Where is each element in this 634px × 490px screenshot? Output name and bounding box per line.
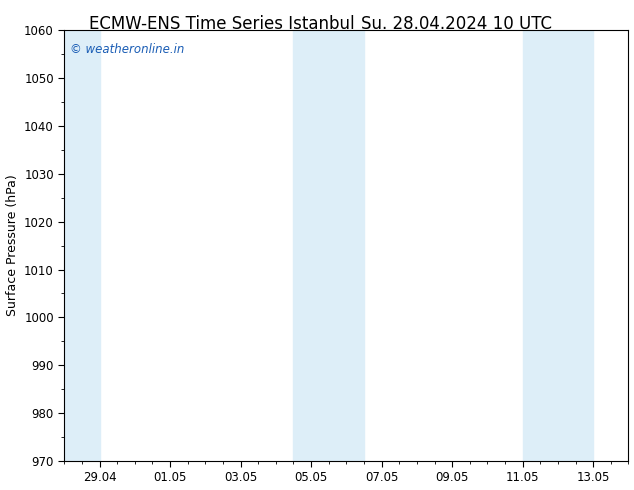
Text: Su. 28.04.2024 10 UTC: Su. 28.04.2024 10 UTC (361, 15, 552, 33)
Bar (64, 30, 100, 461)
Text: ECMW-ENS Time Series Istanbul: ECMW-ENS Time Series Istanbul (89, 15, 354, 33)
Y-axis label: Surface Pressure (hPa): Surface Pressure (hPa) (6, 175, 18, 317)
Bar (522, 30, 558, 461)
Bar (294, 30, 329, 461)
Text: © weatheronline.in: © weatheronline.in (70, 43, 184, 56)
Bar (329, 30, 364, 461)
Bar (558, 30, 593, 461)
